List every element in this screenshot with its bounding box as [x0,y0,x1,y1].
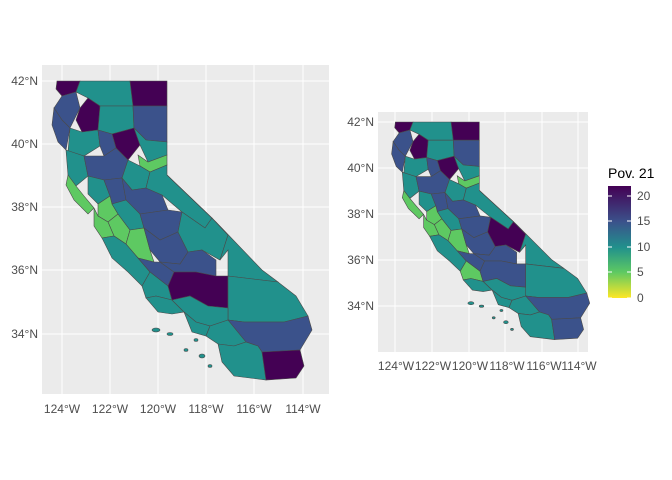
island-shape [510,327,514,331]
y-axis-ticks: 42°N 40°N 38°N 36°N 34°N [11,74,38,341]
county-shape [401,171,420,199]
island-shape [207,364,213,368]
y-tick-label: 42°N [347,115,374,129]
x-tick-label: 118°W [489,359,525,373]
county-shape [551,317,584,340]
y-tick-label: 34°N [11,327,38,341]
x-tick-label: 124°W [378,359,415,373]
y-axis-ticks: 42°N 40°N 38°N 36°N 34°N [347,115,374,313]
x-tick-label: 114°W [561,359,597,373]
y-tick-label: 40°N [11,137,38,151]
y-tick-label: 36°N [11,263,38,277]
map-panel-1: 42°N 40°N 38°N 36°N 34°N 124°W 122°W 120… [11,65,329,416]
legend-title: Pov. 21 [608,165,655,181]
island-shape [193,338,199,342]
x-axis-ticks: 124°W 122°W 120°W 118°W 116°W 114°W [44,402,321,416]
legend-tick-label: 10 [637,240,651,254]
california-counties [391,121,591,340]
y-tick-label: 34°N [347,299,374,313]
legend-colorbar [608,186,631,298]
island-shape [198,353,206,359]
county-shape [479,190,564,269]
island-shape [478,304,485,308]
y-tick-label: 40°N [347,161,374,175]
county-shape [65,149,89,187]
x-tick-label: 120°W [452,359,489,373]
island-shape [491,316,496,320]
color-legend: Pov. 21 0 5 10 15 20 [608,165,655,305]
x-tick-label: 120°W [140,402,177,416]
county-shape [450,121,480,141]
california-counties [51,80,313,381]
legend-tick-label: 20 [637,189,651,203]
x-tick-label: 118°W [188,402,224,416]
county-shape [129,80,168,107]
x-tick-label: 116°W [236,402,272,416]
legend-tick-label: 15 [637,214,651,228]
island-shape [151,327,161,333]
x-tick-label: 124°W [44,402,81,416]
county-shape [166,174,280,283]
x-tick-label: 122°W [415,359,452,373]
county-shape [401,189,425,220]
y-tick-label: 42°N [11,74,38,88]
county-shape [65,174,95,215]
island-shape [183,348,189,352]
island-shape [467,301,475,306]
y-tick-label: 36°N [347,253,374,267]
legend-ticks [608,195,631,299]
island-shape [166,332,174,336]
x-axis-ticks: 124°W 122°W 120°W 118°W 116°W 114°W [378,359,597,373]
island-shape [503,320,509,325]
y-tick-label: 38°N [347,207,374,221]
map-panel-2: 42°N 40°N 38°N 36°N 34°N 124°W 122°W 120… [347,112,597,373]
y-tick-label: 38°N [11,200,38,214]
legend-tick-label: 5 [637,265,644,279]
x-tick-label: 114°W [285,402,321,416]
x-tick-label: 122°W [92,402,129,416]
x-tick-label: 116°W [526,359,562,373]
legend-tick-label: 0 [637,291,644,305]
county-shape [261,349,305,381]
island-shape [499,309,504,312]
